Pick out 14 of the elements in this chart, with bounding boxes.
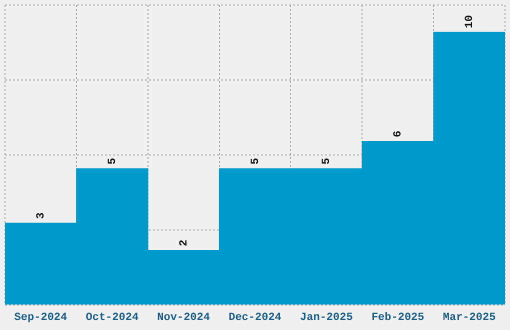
data-label: 2: [178, 240, 190, 246]
x-tick-label: Jan-2025: [300, 312, 354, 324]
x-tick-label: Mar-2025: [442, 312, 496, 324]
data-label: 3: [35, 212, 48, 220]
data-label: 5: [250, 158, 262, 165]
data-label: 10: [464, 15, 476, 28]
data-label: 6: [392, 130, 405, 138]
x-tick-label: Oct-2024: [86, 312, 139, 324]
data-label: 5: [106, 158, 119, 165]
x-tick-label: Dec-2024: [228, 312, 282, 324]
x-tick-label: Feb-2025: [371, 312, 425, 324]
x-tick-label: Nov-2024: [157, 312, 210, 324]
data-label: 5: [321, 158, 334, 165]
x-tick-label: Sep-2024: [14, 312, 68, 324]
